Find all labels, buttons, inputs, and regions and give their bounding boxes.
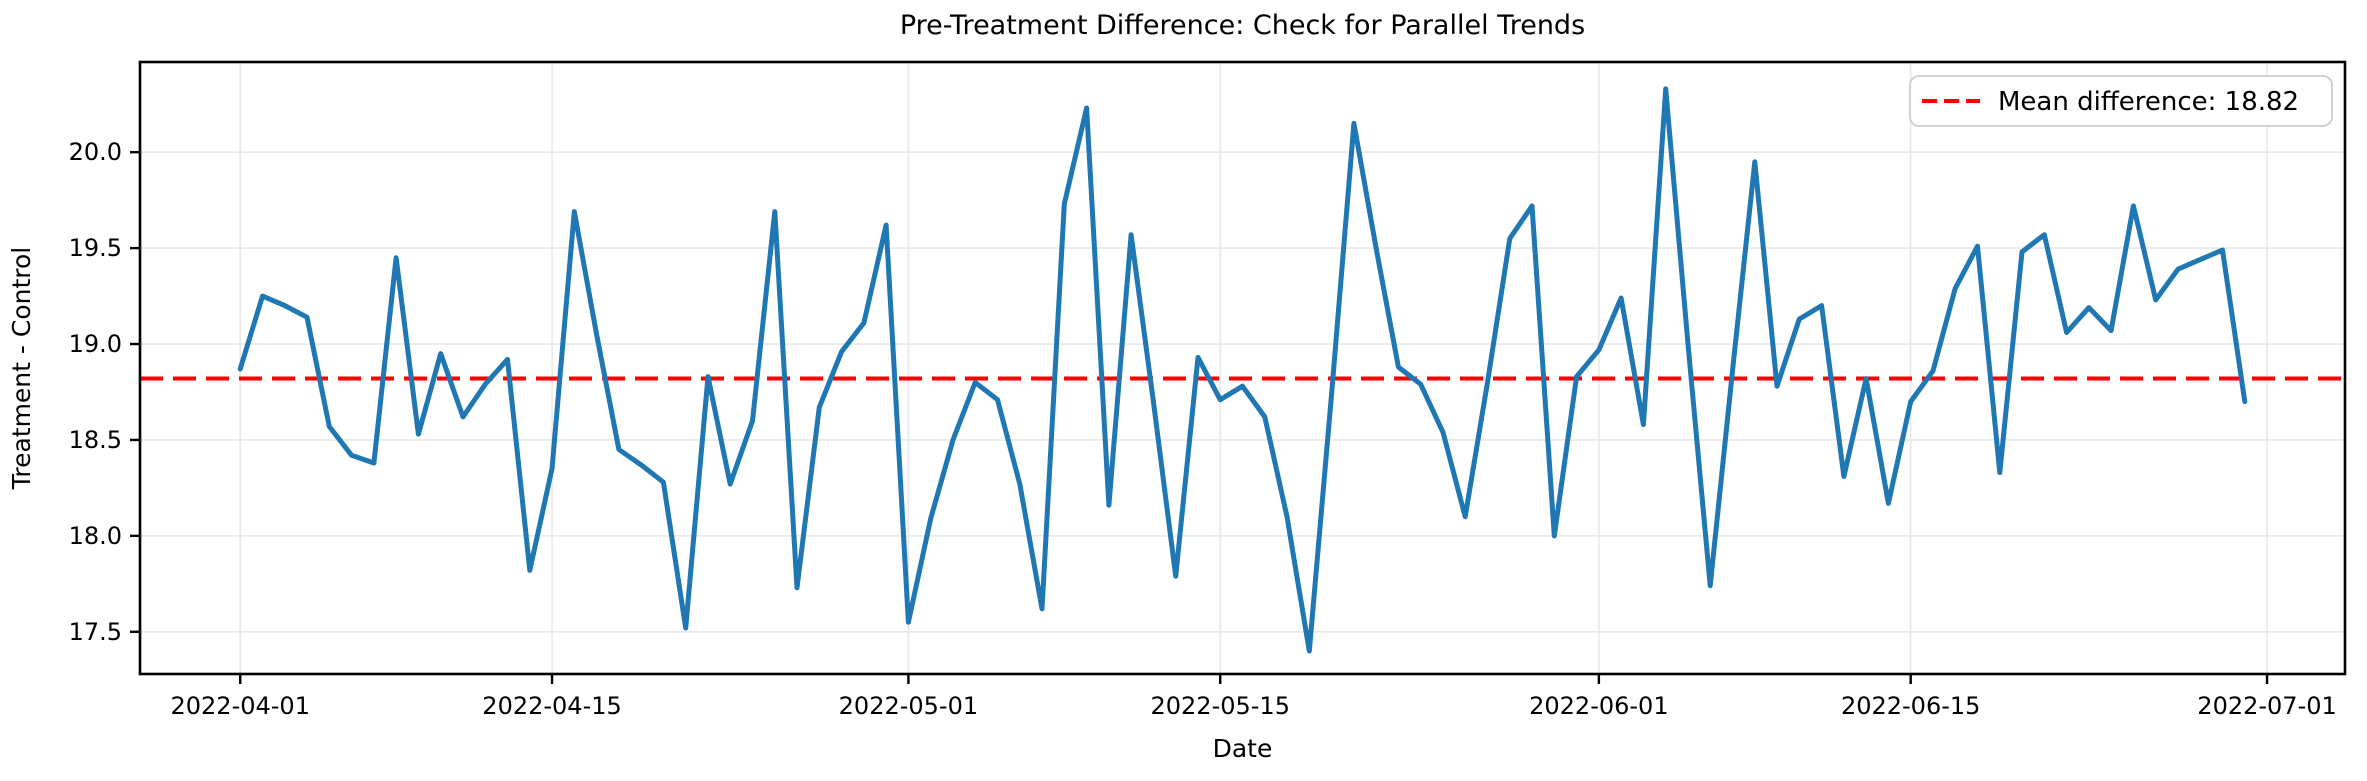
x-tick-label: 2022-04-15: [482, 692, 621, 720]
legend-box: [1909, 75, 2333, 127]
grid-lines: [140, 62, 2345, 674]
legend-label: Mean difference: 18.82: [1998, 87, 2299, 117]
chart-title: Pre-Treatment Difference: Check for Para…: [900, 10, 1585, 41]
axis-ticks: [130, 150, 2269, 684]
y-tick-label: 18.0: [69, 522, 122, 550]
legend: Mean difference: 18.82: [1909, 75, 2333, 127]
y-axis-label: Treatment - Control: [7, 247, 36, 491]
y-tick-label: 18.5: [69, 426, 122, 454]
x-axis-label: Date: [1213, 734, 1273, 763]
y-tick-label: 19.5: [69, 234, 122, 262]
x-tick-label: 2022-06-15: [1841, 692, 1980, 720]
x-tick-label: 2022-04-01: [170, 692, 309, 720]
x-tick-label: 2022-07-01: [2197, 692, 2336, 720]
y-tick-label: 19.0: [69, 330, 122, 358]
x-tick-label: 2022-05-15: [1150, 692, 1289, 720]
plot-border: [138, 60, 2347, 676]
x-tick-label: 2022-05-01: [839, 692, 978, 720]
treatment-control-series-line: [237, 86, 2248, 654]
y-tick-label: 20.0: [69, 138, 122, 166]
x-tick-label: 2022-06-01: [1529, 692, 1668, 720]
y-tick-label: 17.5: [69, 618, 122, 646]
